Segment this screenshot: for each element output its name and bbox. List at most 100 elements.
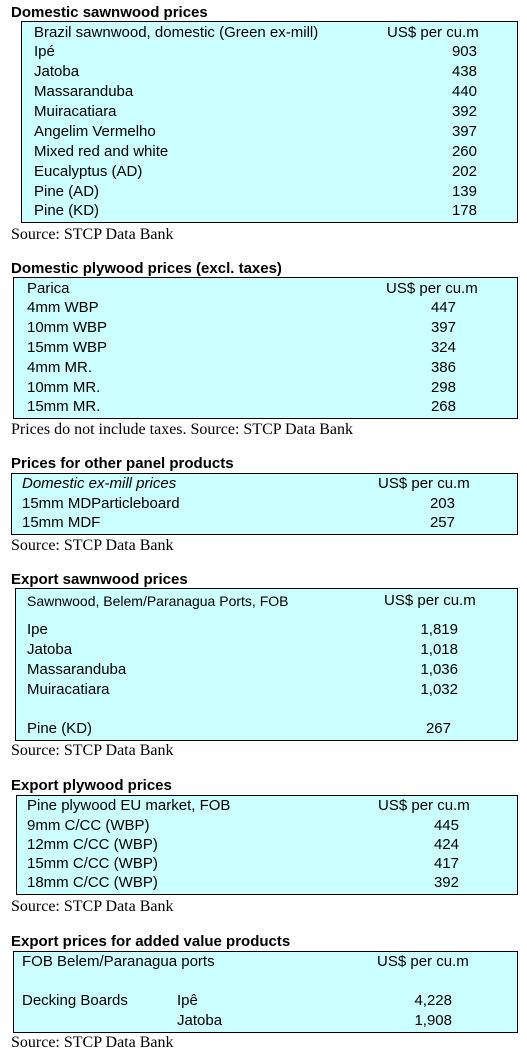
row-label: Eucalyptus (AD) xyxy=(34,163,143,180)
header-label: Sawnwood, Belem/Paranagua Ports, FOB xyxy=(27,593,289,609)
row-label: 4mm WBP xyxy=(27,299,99,316)
table-header: Brazil sawnwood, domestic (Green ex-mill… xyxy=(22,23,517,43)
header-unit: US$ per cu.m xyxy=(378,475,470,492)
header-unit: US$ per cu.m xyxy=(387,24,479,41)
table-row: Pine (KD) 178 xyxy=(22,201,517,221)
table-header: Pine plywood EU market, FOB US$ per cu.m xyxy=(17,796,517,816)
row-value: 417 xyxy=(433,855,459,872)
heading-export-plywood: Export plywood prices xyxy=(11,777,172,794)
row-value: 1,908 xyxy=(414,1012,452,1029)
row-label: 15mm MDParticleboard xyxy=(22,495,180,512)
table-row: Jatoba 1,018 xyxy=(16,640,517,660)
row-value: 4,228 xyxy=(414,992,452,1009)
table-header: Domestic ex-mill prices US$ per cu.m xyxy=(12,474,517,494)
row-value: 397 xyxy=(451,123,477,140)
source-note: Source: STCP Data Bank xyxy=(11,226,174,243)
heading-domestic-plywood: Domestic plywood prices (excl. taxes) xyxy=(11,260,282,277)
header-label: FOB Belem/Paranagua ports xyxy=(22,953,215,970)
table-row: Jatoba 438 xyxy=(22,62,517,82)
row-value: 447 xyxy=(430,299,456,316)
row-label: Massaranduba xyxy=(27,661,127,678)
table-row: 15mm MDParticleboard 203 xyxy=(12,494,517,514)
table-header: Sawnwood, Belem/Paranagua Ports, FOB US$… xyxy=(16,591,517,611)
row-label: Angelim Vermelho xyxy=(34,123,156,140)
row-value: 1,018 xyxy=(420,641,458,658)
row-label: Jatoba xyxy=(34,63,80,80)
row-label: Muiracatiara xyxy=(34,103,117,120)
source-note: Source: STCP Data Bank xyxy=(11,742,174,759)
table-row: Ipe 1,819 xyxy=(16,620,517,640)
row-label: 9mm C/CC (WBP) xyxy=(27,817,150,834)
row-label: 18mm C/CC (WBP) xyxy=(27,874,158,891)
table-row: Angelim Vermelho 397 xyxy=(22,122,517,142)
row-value: 268 xyxy=(430,398,456,415)
row-label: Ipe xyxy=(27,621,48,638)
row-label: 4mm MR. xyxy=(27,359,92,376)
row-label: Massaranduba xyxy=(34,83,134,100)
table-row: Mixed red and white 260 xyxy=(22,142,517,162)
table-row: Ipé 903 xyxy=(22,42,517,62)
table-row: 18mm C/CC (WBP) 392 xyxy=(17,873,517,893)
row-value: 1,819 xyxy=(420,621,458,638)
row-value: 1,032 xyxy=(420,681,458,698)
row-value: 392 xyxy=(451,103,477,120)
product-label: Decking Boards xyxy=(22,992,128,1009)
heading-other-panels: Prices for other panel products xyxy=(11,455,234,472)
table-row: 10mm WBP 397 xyxy=(14,318,517,338)
table-row: Jatoba 1,908 xyxy=(14,1011,517,1031)
header-label: Domestic ex-mill prices xyxy=(22,475,177,492)
row-value: 1,036 xyxy=(420,661,458,678)
table-row: 15mm MDF 257 xyxy=(12,513,517,533)
source-note: Source: STCP Data Bank xyxy=(11,1034,174,1051)
row-label: Jatoba xyxy=(27,641,73,658)
table-domestic-sawnwood: Brazil sawnwood, domestic (Green ex-mill… xyxy=(21,21,518,223)
row-label: Jatoba xyxy=(177,1012,223,1029)
table-added-value: FOB Belem/Paranagua ports US$ per cu.m D… xyxy=(13,951,518,1033)
table-row: Muiracatiara 1,032 xyxy=(16,680,517,700)
table-row: 15mm WBP 324 xyxy=(14,338,517,358)
table-row: Pine (KD) 267 xyxy=(16,719,517,739)
table-row: Pine (AD) 139 xyxy=(22,182,517,202)
row-value: 386 xyxy=(430,359,456,376)
table-row: 9mm C/CC (WBP) 445 xyxy=(17,816,517,836)
row-label: 10mm MR. xyxy=(27,379,101,396)
row-value: 202 xyxy=(451,163,477,180)
row-value: 178 xyxy=(451,202,477,219)
heading-domestic-sawnwood: Domestic sawnwood prices xyxy=(11,4,208,21)
table-row: 4mm MR. 386 xyxy=(14,358,517,378)
row-label: 15mm MDF xyxy=(22,514,101,531)
table-row: Massaranduba 440 xyxy=(22,82,517,102)
row-value: 440 xyxy=(451,83,477,100)
row-label: 15mm WBP xyxy=(27,339,108,356)
header-label: Parica xyxy=(27,280,70,297)
row-label: Ipé xyxy=(34,43,55,60)
source-note: Prices do not include taxes. Source: STC… xyxy=(11,421,354,438)
table-row: 12mm C/CC (WBP) 424 xyxy=(17,835,517,855)
table-row: Decking Boards Ipê 4,228 xyxy=(14,991,517,1011)
header-unit: US$ per cu.m xyxy=(384,592,476,609)
heading-export-sawnwood: Export sawnwood prices xyxy=(11,571,188,588)
table-header: Parica US$ per cu.m xyxy=(14,279,517,299)
row-label: 15mm C/CC (WBP) xyxy=(27,855,158,872)
header-label: Pine plywood EU market, FOB xyxy=(27,797,231,814)
row-label: 15mm MR. xyxy=(27,398,101,415)
table-row: Muiracatiara 392 xyxy=(22,102,517,122)
row-label: 10mm WBP xyxy=(27,319,108,336)
row-value: 324 xyxy=(430,339,456,356)
row-value: 903 xyxy=(451,43,477,60)
table-other-panels: Domestic ex-mill prices US$ per cu.m 15m… xyxy=(11,473,518,535)
table-row: 4mm WBP 447 xyxy=(14,298,517,318)
row-label: Pine (KD) xyxy=(27,720,93,737)
table-domestic-plywood: Parica US$ per cu.m 4mm WBP 447 10mm WBP 3… xyxy=(13,277,518,419)
table-export-sawnwood: Sawnwood, Belem/Paranagua Ports, FOB US$… xyxy=(15,588,518,741)
row-label: Pine (KD) xyxy=(34,202,100,219)
header-unit: US$ per cu.m xyxy=(378,797,470,814)
source-note: Source: STCP Data Bank xyxy=(11,537,174,554)
row-label: Mixed red and white xyxy=(34,143,169,160)
row-value: 392 xyxy=(433,874,459,891)
row-value: 203 xyxy=(429,495,455,512)
heading-added-value: Export prices for added value products xyxy=(11,933,291,950)
header-label: Brazil sawnwood, domestic (Green ex-mill… xyxy=(34,24,319,41)
row-value: 298 xyxy=(430,379,456,396)
row-value: 267 xyxy=(425,720,451,737)
